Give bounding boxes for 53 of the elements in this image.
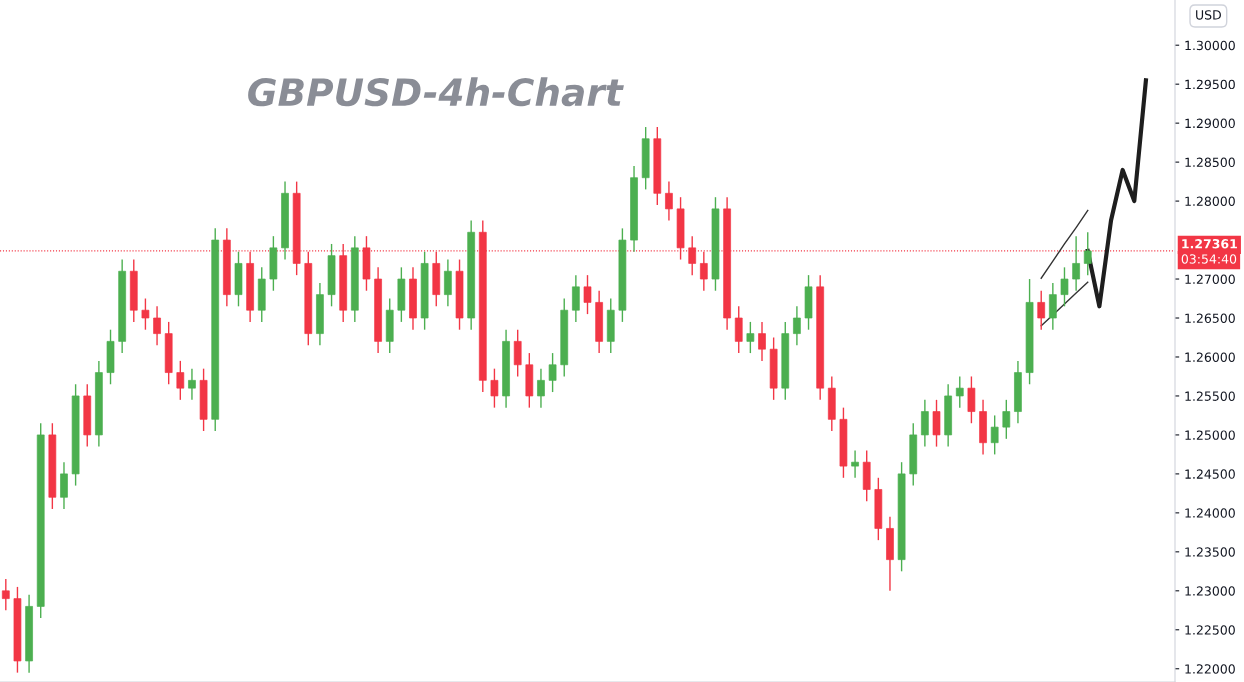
text: GBPUSD-4h-Chart [248, 77, 624, 107]
candlestick [1, 578, 10, 611]
candlestick [1060, 266, 1069, 308]
line-series [1040, 209, 1089, 279]
candlestick [793, 305, 801, 346]
candlestick [758, 321, 766, 362]
candlestick [1049, 282, 1057, 331]
candlestick [851, 449, 859, 479]
y-tick-label: 1.28000 [1185, 196, 1235, 207]
y-tick-label: 1.23500 [1185, 547, 1235, 557]
candlestick [746, 321, 755, 354]
y-tick-label: 1.22000 [1185, 664, 1235, 674]
candlestick [188, 367, 196, 401]
candlestick [932, 399, 941, 448]
line-series [1085, 78, 1149, 309]
candlestick [60, 461, 68, 510]
y-tick-label: 1.24500 [1185, 469, 1235, 479]
candlestick [1002, 399, 1011, 440]
candlestick [967, 375, 976, 424]
candlestick [955, 375, 964, 409]
candlestick [141, 297, 150, 331]
candlestick [548, 352, 557, 393]
ref-line-label: 1.27361 [1182, 239, 1237, 249]
candlestick [665, 180, 673, 222]
y-tick-label: 1.25000 [1185, 430, 1235, 440]
candlestick [153, 305, 161, 346]
text: USD [1196, 10, 1221, 20]
y-tick-label: 1.27000 [1185, 274, 1235, 284]
candlestick [921, 399, 929, 448]
y-tick-label: 1.29000 [1185, 118, 1235, 129]
candlestick [734, 305, 743, 354]
candlestick [990, 414, 999, 456]
candlestick [513, 329, 522, 378]
y-tick-label: 1.25500 [1185, 391, 1235, 401]
candlestick [1072, 235, 1080, 292]
candlestick [583, 274, 592, 315]
candlestick [1037, 290, 1046, 331]
y-tick-label: 1.29500 [1185, 79, 1235, 90]
y-tick-label: 1.30000 [1185, 40, 1235, 51]
candlestick [444, 258, 452, 308]
line-series [1040, 281, 1089, 327]
y-tick-label: 1.26000 [1185, 352, 1235, 362]
text: 03:54:40 [1181, 254, 1237, 264]
candlestick [176, 360, 185, 401]
y-tick-label: 1.28500 [1185, 157, 1235, 168]
y-tick-label: 1.26500 [1185, 313, 1235, 323]
y-tick-label: 1.23000 [1185, 586, 1235, 596]
candlestick [1083, 231, 1092, 276]
y-tick-label: 1.22500 [1185, 625, 1235, 635]
candlestick [572, 274, 580, 323]
candlestick [490, 367, 499, 409]
candlestick [537, 367, 545, 409]
y-tick-label: 1.24000 [1185, 508, 1235, 518]
